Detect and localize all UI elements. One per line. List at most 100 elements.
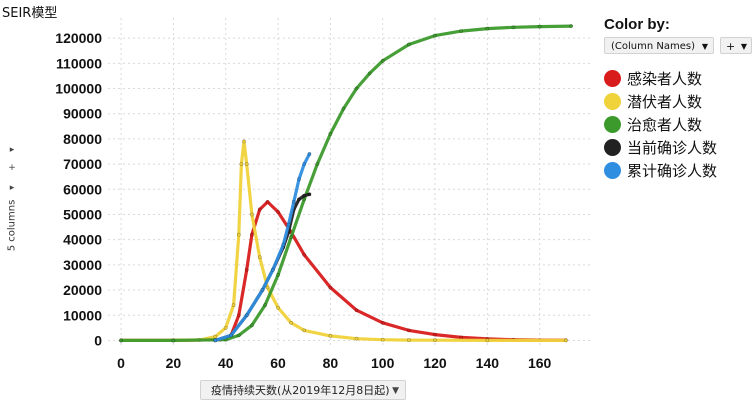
x-tick-label: 80 (323, 355, 339, 371)
series-point-2 (341, 106, 346, 111)
legend-label: 当前确诊人数 (627, 139, 718, 157)
expand-arrow-icon[interactable]: ▸ (9, 145, 15, 155)
series-point-2 (276, 273, 280, 277)
series-line-2 (119, 24, 573, 342)
series-point-4 (260, 288, 265, 292)
series-point-0 (302, 252, 307, 257)
chevron-down-icon: ▼ (392, 386, 399, 396)
series-point-2 (354, 86, 359, 91)
series-point-2 (511, 25, 516, 30)
legend-swatch (604, 139, 621, 156)
series-point-2 (119, 338, 123, 343)
series-point-1 (257, 255, 262, 260)
legend-title: Color by: (604, 16, 670, 33)
series-point-1 (236, 232, 241, 237)
y-tick-label: 40000 (63, 232, 102, 248)
y-tick-label: 60000 (63, 181, 102, 197)
series-point-2 (537, 24, 542, 29)
series-point-1 (265, 285, 270, 290)
series-point-1 (213, 334, 218, 339)
series-point-0 (459, 335, 464, 340)
x-tick-label: 140 (476, 355, 500, 371)
series-point-2 (315, 162, 320, 167)
series-point-1 (563, 338, 568, 343)
legend-item-infected[interactable]: 感染者人数 (604, 67, 752, 90)
legend-item-cumulative-confirmed[interactable]: 累计确诊人数 (604, 159, 752, 182)
series-point-4 (213, 338, 218, 343)
legend-swatch (604, 162, 621, 179)
legend-item-exposed[interactable]: 潜伏者人数 (604, 90, 752, 113)
legend-panel: Color by: (Column Names) ▼ + ▼ 感染者人数 潜伏者… (604, 16, 752, 196)
y-tick-label: 10000 (63, 307, 102, 323)
y-tick-label: 50000 (63, 206, 102, 222)
series-point-2 (367, 71, 372, 76)
series-point-1 (406, 338, 411, 342)
color-by-select[interactable]: (Column Names) ▼ (604, 37, 714, 54)
series-point-2 (263, 303, 267, 308)
add-column-button[interactable]: + (8, 163, 16, 173)
legend-swatch (604, 70, 621, 87)
series-point-2 (485, 26, 490, 31)
series-point-2 (289, 235, 294, 240)
y-tick-label: 0 (94, 332, 102, 348)
series-point-1 (302, 328, 307, 333)
x-axis-select-value: 疫情持续天数(从2019年12月8日起) (211, 384, 390, 397)
series-point-2 (406, 42, 411, 47)
series-point-4 (307, 152, 312, 156)
series-point-1 (276, 305, 280, 310)
series-point-0 (328, 285, 333, 290)
series-point-1 (354, 336, 359, 341)
series-point-0 (249, 232, 254, 237)
series-point-1 (249, 212, 254, 217)
legend-item-current-confirmed[interactable]: 当前确诊人数 (604, 136, 752, 159)
series-point-2 (569, 24, 573, 28)
series-point-3 (302, 193, 307, 198)
x-tick-label: 160 (528, 355, 552, 371)
add-color-button[interactable]: + ▼ (720, 37, 752, 54)
chevron-down-icon: ▼ (701, 42, 708, 51)
series-point-0 (236, 313, 241, 318)
y-tick-label: 100000 (55, 81, 102, 97)
series-point-2 (302, 197, 307, 202)
series-point-2 (236, 333, 241, 338)
x-tick-label: 100 (371, 355, 395, 371)
legend-item-recovered[interactable]: 治愈者人数 (604, 113, 752, 136)
legend-label: 感染者人数 (627, 70, 703, 88)
left-rail: ▸ + ▸ 5 columns (2, 140, 22, 260)
series-point-2 (380, 58, 385, 63)
x-tick-label: 60 (270, 355, 286, 371)
series-point-0 (265, 199, 270, 204)
y-tick-label: 30000 (63, 257, 102, 273)
series-point-3 (307, 192, 312, 197)
y-tick-label: 20000 (63, 282, 102, 298)
legend-swatch (604, 93, 621, 110)
y-tick-label: 70000 (63, 156, 102, 172)
expand-arrow-icon-2[interactable]: ▸ (9, 183, 15, 193)
series-point-4 (297, 177, 301, 182)
chart-title: SEIR模型 (2, 6, 58, 21)
series-point-4 (286, 222, 291, 227)
series-point-2 (433, 33, 437, 38)
series-point-1 (289, 320, 294, 325)
series-point-4 (244, 313, 249, 318)
series-point-0 (276, 210, 280, 214)
series-line-0 (119, 200, 568, 342)
series-point-1 (485, 338, 490, 343)
series-point-0 (380, 320, 385, 325)
series-point-4 (229, 333, 233, 338)
x-tick-label: 0 (117, 355, 125, 371)
series-point-1 (380, 337, 385, 342)
x-axis-select[interactable]: 疫情持续天数(从2019年12月8日起) ▼ (200, 380, 406, 400)
series-point-4 (291, 199, 296, 204)
series-point-1 (231, 303, 236, 308)
y-tick-label: 110000 (56, 55, 102, 71)
x-tick-label: 20 (166, 355, 182, 371)
series-point-0 (244, 268, 249, 272)
color-by-value: (Column Names) (611, 41, 695, 52)
x-tick-label: 120 (423, 355, 447, 371)
series-point-1 (239, 162, 244, 167)
series-point-4 (302, 162, 307, 167)
legend-label: 累计确诊人数 (627, 162, 718, 180)
series-point-2 (328, 131, 333, 136)
legend-list: 感染者人数 潜伏者人数 治愈者人数 当前确诊人数 累计确诊人数 (604, 67, 752, 182)
